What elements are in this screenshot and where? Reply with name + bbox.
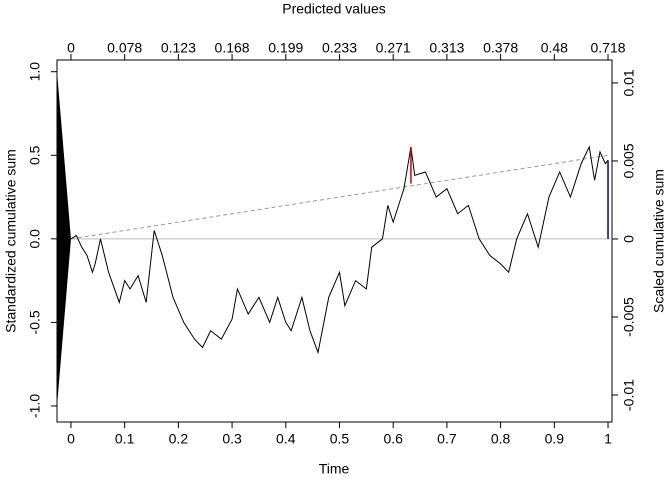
- y2-axis-title: Scaled cumulative sum: [651, 169, 667, 313]
- top-tick-label: 0.123: [161, 40, 196, 56]
- y2-tick-label: 0.005: [621, 143, 637, 178]
- x-tick-label: 0.3: [222, 431, 242, 447]
- y-axis-title: Standardized cumulative sum: [3, 149, 19, 333]
- y2-tick-label: -0.01: [621, 379, 637, 411]
- x-tick-label: 0.6: [383, 431, 403, 447]
- top-tick-label: 0.078: [107, 40, 142, 56]
- x-axis-title: Time: [319, 461, 350, 477]
- trend-line: [70, 154, 609, 240]
- x-tick-label: 0.9: [545, 431, 565, 447]
- x-tick-label: 0: [67, 431, 75, 447]
- top-tick-label: 0.199: [268, 40, 303, 56]
- top-axis-title: Predicted values: [282, 1, 386, 17]
- top-tick-label: 0.378: [483, 40, 518, 56]
- top-tick-label: 0.718: [591, 40, 626, 56]
- x-tick-label: 0.8: [491, 431, 511, 447]
- y2-tick-label: 0.01: [621, 69, 637, 96]
- plot-box: [56, 59, 613, 423]
- y-tick-label: -0.5: [27, 310, 43, 334]
- fan: [57, 71, 71, 406]
- top-tick-label: 0.313: [429, 40, 464, 56]
- x-tick-label: 0.5: [330, 431, 350, 447]
- y-tick-label: -1.0: [27, 394, 43, 418]
- top-tick-label: 0.233: [322, 40, 357, 56]
- x-tick-label: 0.4: [276, 431, 296, 447]
- x-tick-label: 0.7: [437, 431, 457, 447]
- top-tick-label: 0: [67, 40, 75, 56]
- top-tick-label: 0.271: [376, 40, 411, 56]
- y-tick-label: 1.0: [27, 62, 43, 82]
- y2-tick-label: -0.005: [621, 297, 637, 337]
- top-tick-label: 0.48: [541, 40, 568, 56]
- y2-tick-label: 0: [621, 235, 637, 243]
- y-tick-label: 0.0: [27, 229, 43, 249]
- x-tick-label: 0.2: [169, 431, 189, 447]
- x-tick-label: 0.1: [115, 431, 135, 447]
- series-line: [70, 145, 609, 355]
- x-tick-label: 1: [604, 431, 612, 447]
- y-tick-label: 0.5: [27, 145, 43, 165]
- top-tick-label: 0.168: [215, 40, 250, 56]
